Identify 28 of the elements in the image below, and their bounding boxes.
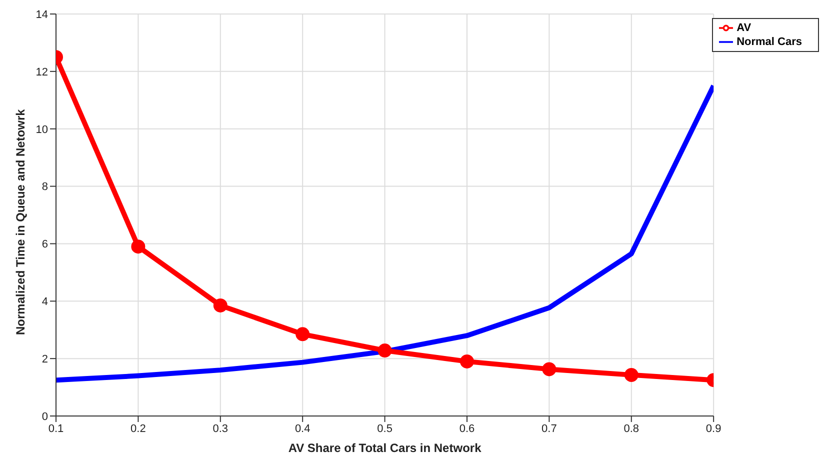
y-tick-label: 0 [42,410,48,423]
y-tick-label: 8 [42,181,48,194]
x-tick-label: 0.6 [459,422,475,435]
y-tick-label: 6 [42,238,48,251]
y-tick-label: 12 [36,66,48,78]
x-tick-label: 0.4 [294,422,310,435]
x-tick-label: 0.9 [706,422,722,435]
x-axis-title: AV Share of Total Cars in Network [288,441,482,455]
point [131,240,146,254]
x-tick-label: 0.3 [212,422,228,435]
x-tick-label: 0.2 [130,422,146,435]
point [624,368,638,382]
x-tick-label: 0.5 [377,422,392,435]
point [296,327,310,342]
y-tick-label: 4 [42,296,48,308]
y-axis-title: Normalized Time in Queue and Netowrk [13,108,28,335]
legend-label: AV [736,22,752,34]
y-tick-label: 10 [36,124,48,136]
x-tick-label: 0.8 [624,422,640,435]
point [213,298,228,312]
legend-label: Normal Cars [736,36,802,48]
point [542,362,556,376]
y-tick-label: 2 [42,353,48,366]
x-tick-label: 0.7 [542,422,557,435]
y-tick-label: 14 [36,8,48,21]
point [460,354,474,368]
point [378,344,392,358]
x-tick-label: 0.1 [48,422,64,435]
